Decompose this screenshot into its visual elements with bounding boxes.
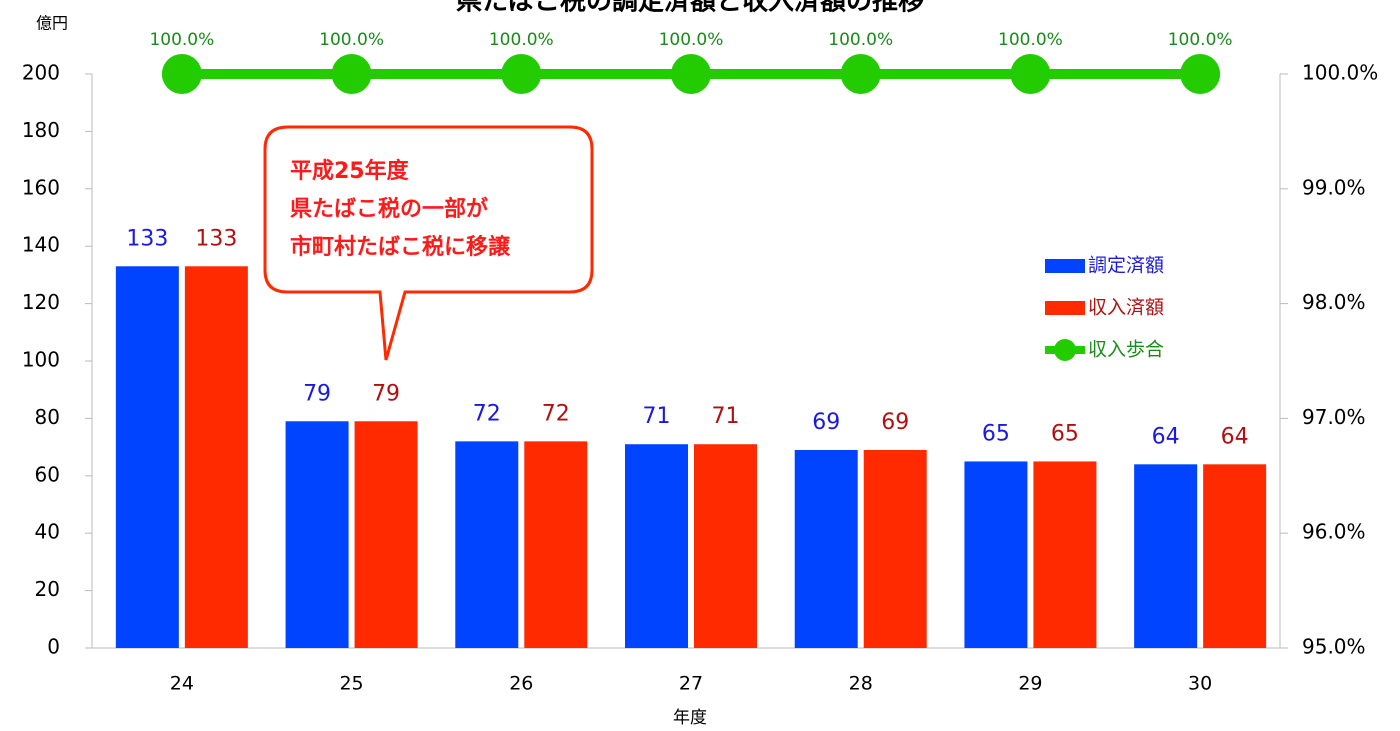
data-label: 133	[126, 226, 168, 251]
legend-label: 収入済額	[1088, 297, 1164, 319]
data-label: 100.0%	[998, 30, 1063, 50]
data-label: 72	[473, 401, 501, 426]
bar	[184, 266, 248, 648]
bar	[1134, 464, 1198, 648]
bar	[1033, 461, 1097, 648]
y2-tick-label: 95.0%	[1302, 635, 1366, 659]
y-axis-label: 億円	[36, 14, 68, 33]
y2-tick-label: 99.0%	[1302, 175, 1366, 199]
y-tick-label: 120	[22, 290, 60, 314]
bar	[115, 266, 179, 648]
y-tick-label: 0	[47, 635, 60, 659]
y-tick-label: 140	[22, 233, 60, 257]
bar	[1203, 464, 1267, 648]
data-label: 100.0%	[319, 30, 384, 50]
line-point	[1180, 54, 1221, 94]
data-label: 69	[881, 410, 909, 435]
bar	[694, 444, 757, 648]
data-label: 100.0%	[489, 30, 554, 50]
data-label: 79	[372, 381, 400, 406]
callout	[263, 125, 594, 361]
data-label: 100.0%	[828, 30, 893, 50]
y-tick-label: 160	[22, 175, 60, 199]
annotation: 県たばこ税の一部が	[290, 196, 488, 222]
line-point	[840, 54, 881, 94]
legend-label: 収入歩合	[1088, 339, 1164, 361]
bar	[354, 421, 418, 648]
legend-swatch	[1054, 339, 1076, 361]
line-point	[331, 54, 372, 94]
data-label: 71	[643, 404, 671, 429]
x-tick-label: 29	[1018, 673, 1042, 695]
line-point	[161, 54, 202, 94]
data-label: 64	[1152, 424, 1180, 449]
y2-tick-label: 98.0%	[1302, 290, 1366, 314]
data-label: 100.0%	[1168, 30, 1233, 50]
bar	[455, 441, 519, 648]
y-tick-label: 180	[22, 118, 60, 142]
bar	[794, 449, 858, 648]
data-label: 65	[982, 421, 1010, 446]
bar	[524, 441, 588, 648]
x-axis-label: 年度	[673, 708, 707, 728]
bar	[625, 444, 688, 648]
x-tick-label: 30	[1188, 673, 1212, 695]
data-label: 79	[303, 381, 331, 406]
data-label: 133	[195, 226, 237, 251]
y2-tick-label: 96.0%	[1302, 520, 1366, 544]
data-label: 64	[1221, 424, 1249, 449]
bar	[285, 421, 349, 648]
x-tick-label: 26	[509, 673, 533, 695]
y-tick-label: 80	[35, 405, 60, 429]
y-tick-label: 200	[22, 61, 60, 85]
bar	[964, 461, 1028, 648]
x-tick-label: 27	[679, 673, 703, 695]
chart-title: 県たばこ税の調定済額と収入済額の推移	[456, 0, 924, 17]
y2-tick-label: 97.0%	[1302, 405, 1366, 429]
bar	[863, 449, 927, 648]
data-label: 69	[812, 410, 840, 435]
legend-swatch	[1045, 301, 1085, 315]
y-tick-label: 20	[35, 577, 60, 601]
data-label: 71	[712, 404, 740, 429]
line-point	[1010, 54, 1051, 94]
y-tick-label: 100	[22, 348, 60, 372]
line-point	[671, 54, 711, 94]
legend-swatch	[1045, 259, 1085, 273]
data-label: 65	[1051, 421, 1079, 446]
data-label: 100.0%	[149, 30, 214, 50]
line-point	[501, 54, 542, 94]
annotation: 平成25年度	[290, 158, 410, 184]
y-tick-label: 40	[35, 520, 60, 544]
annotation: 市町村たばこ税に移譲	[290, 234, 511, 260]
y2-tick-label: 100.0%	[1302, 61, 1378, 85]
x-tick-label: 24	[170, 673, 194, 695]
legend-label: 調定済額	[1088, 255, 1164, 277]
data-label: 72	[542, 401, 570, 426]
y-tick-label: 60	[35, 462, 60, 486]
x-tick-label: 28	[849, 673, 873, 695]
x-tick-label: 25	[339, 673, 363, 695]
data-label: 100.0%	[659, 30, 724, 50]
